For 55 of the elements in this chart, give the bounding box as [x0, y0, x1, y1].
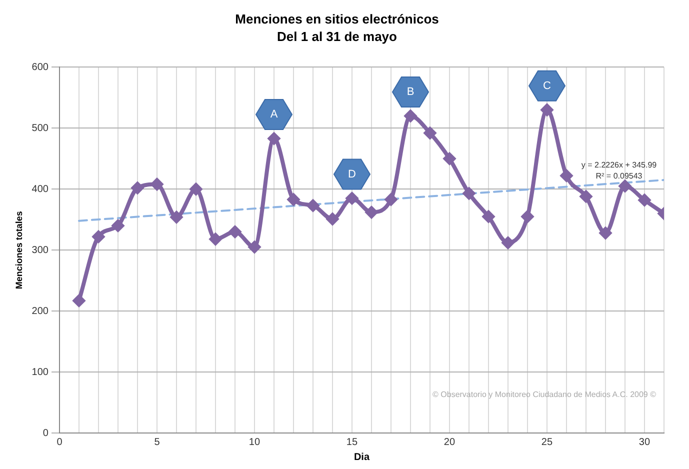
x-tick-label: 10: [248, 436, 260, 448]
point: [365, 206, 378, 218]
x-axis-title: Dia: [354, 452, 370, 463]
point: [424, 127, 436, 140]
point: [248, 241, 260, 254]
x-tick-label: 15: [346, 436, 358, 448]
annotation: y = 2.2226x + 345.99: [581, 160, 658, 170]
x-tick-label: 0: [56, 436, 63, 448]
point: [521, 210, 534, 223]
point: [619, 180, 631, 192]
point: [209, 233, 222, 246]
point: [540, 104, 553, 116]
point: [638, 194, 650, 206]
chart-title: Menciones en sitios electrónicos: [235, 11, 439, 26]
y-tick-label: 100: [32, 366, 49, 378]
point: [580, 190, 592, 202]
point: [92, 230, 104, 243]
annotation: D: [348, 168, 356, 180]
point: [268, 132, 280, 145]
point: [346, 192, 358, 204]
point: [228, 226, 241, 238]
point: [560, 170, 572, 182]
chart-subtitle: Del 1 al 31 de mayo: [277, 28, 398, 44]
x-tick-label: 30: [638, 436, 650, 448]
x-tick-label: 20: [444, 436, 456, 448]
point: [404, 110, 416, 122]
annotation: R² = 0.09543: [596, 171, 643, 180]
point: [190, 183, 202, 196]
point: [72, 294, 85, 307]
point: [482, 210, 494, 223]
point: [462, 187, 475, 200]
point: [306, 200, 319, 212]
y-tick-label: 200: [32, 306, 49, 317]
y-tick-label: 300: [32, 244, 49, 256]
point: [131, 182, 144, 194]
point: [112, 220, 124, 232]
point: [150, 178, 163, 190]
y-tick-label: 400: [32, 184, 49, 195]
annotation: A: [270, 108, 278, 121]
x-tick-label: 25: [541, 436, 553, 448]
point: [600, 227, 612, 240]
point: [287, 194, 300, 206]
y-tick-label: 600: [32, 62, 49, 73]
annotation: C: [543, 80, 552, 92]
point: [502, 236, 514, 249]
point: [326, 213, 338, 226]
y-tick-label: 0: [42, 428, 49, 439]
point: [443, 152, 456, 165]
annotation: © Observatorio y Monitoreo Ciudadano de Medios A.C. 2009 ©: [432, 390, 656, 400]
x-tick-label: 5: [154, 436, 160, 448]
point: [170, 211, 182, 224]
point: [384, 194, 397, 206]
y-tick-label: 500: [32, 122, 49, 134]
y-axis-title: Menciones totales: [14, 211, 24, 290]
annotation: B: [406, 86, 414, 98]
